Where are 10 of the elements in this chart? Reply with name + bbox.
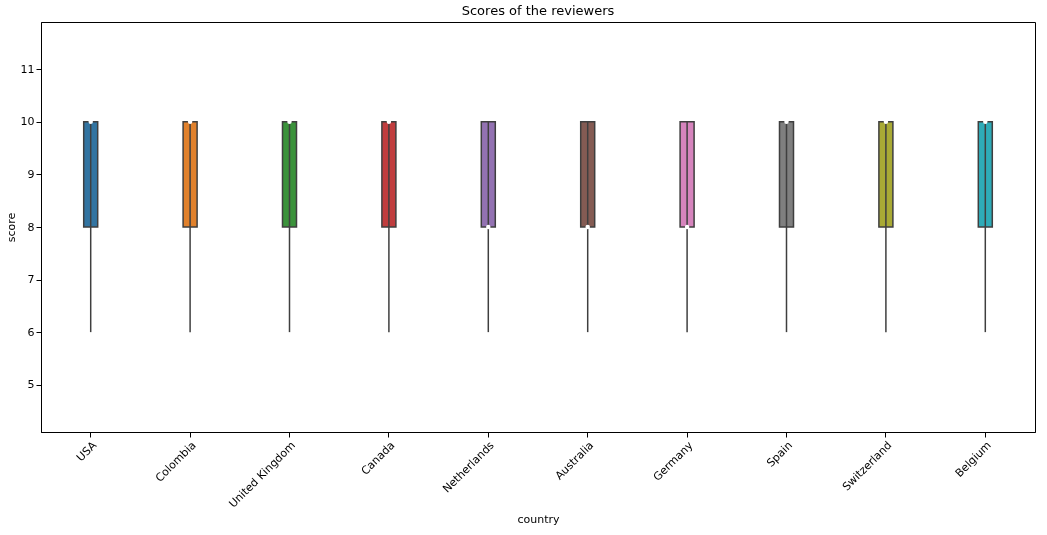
y-axis-title: score xyxy=(4,212,18,243)
chart-title: Scores of the reviewers xyxy=(461,3,615,18)
y-tick-label: 6 xyxy=(27,325,35,339)
y-tick-label: 8 xyxy=(27,220,35,234)
y-tick-label: 11 xyxy=(20,62,35,76)
y-tick-label: 9 xyxy=(27,167,35,181)
y-tick-label: 7 xyxy=(27,273,35,287)
y-tick-label: 10 xyxy=(20,115,35,129)
y-tick-label: 5 xyxy=(27,378,35,392)
x-axis-title: country xyxy=(517,512,561,526)
